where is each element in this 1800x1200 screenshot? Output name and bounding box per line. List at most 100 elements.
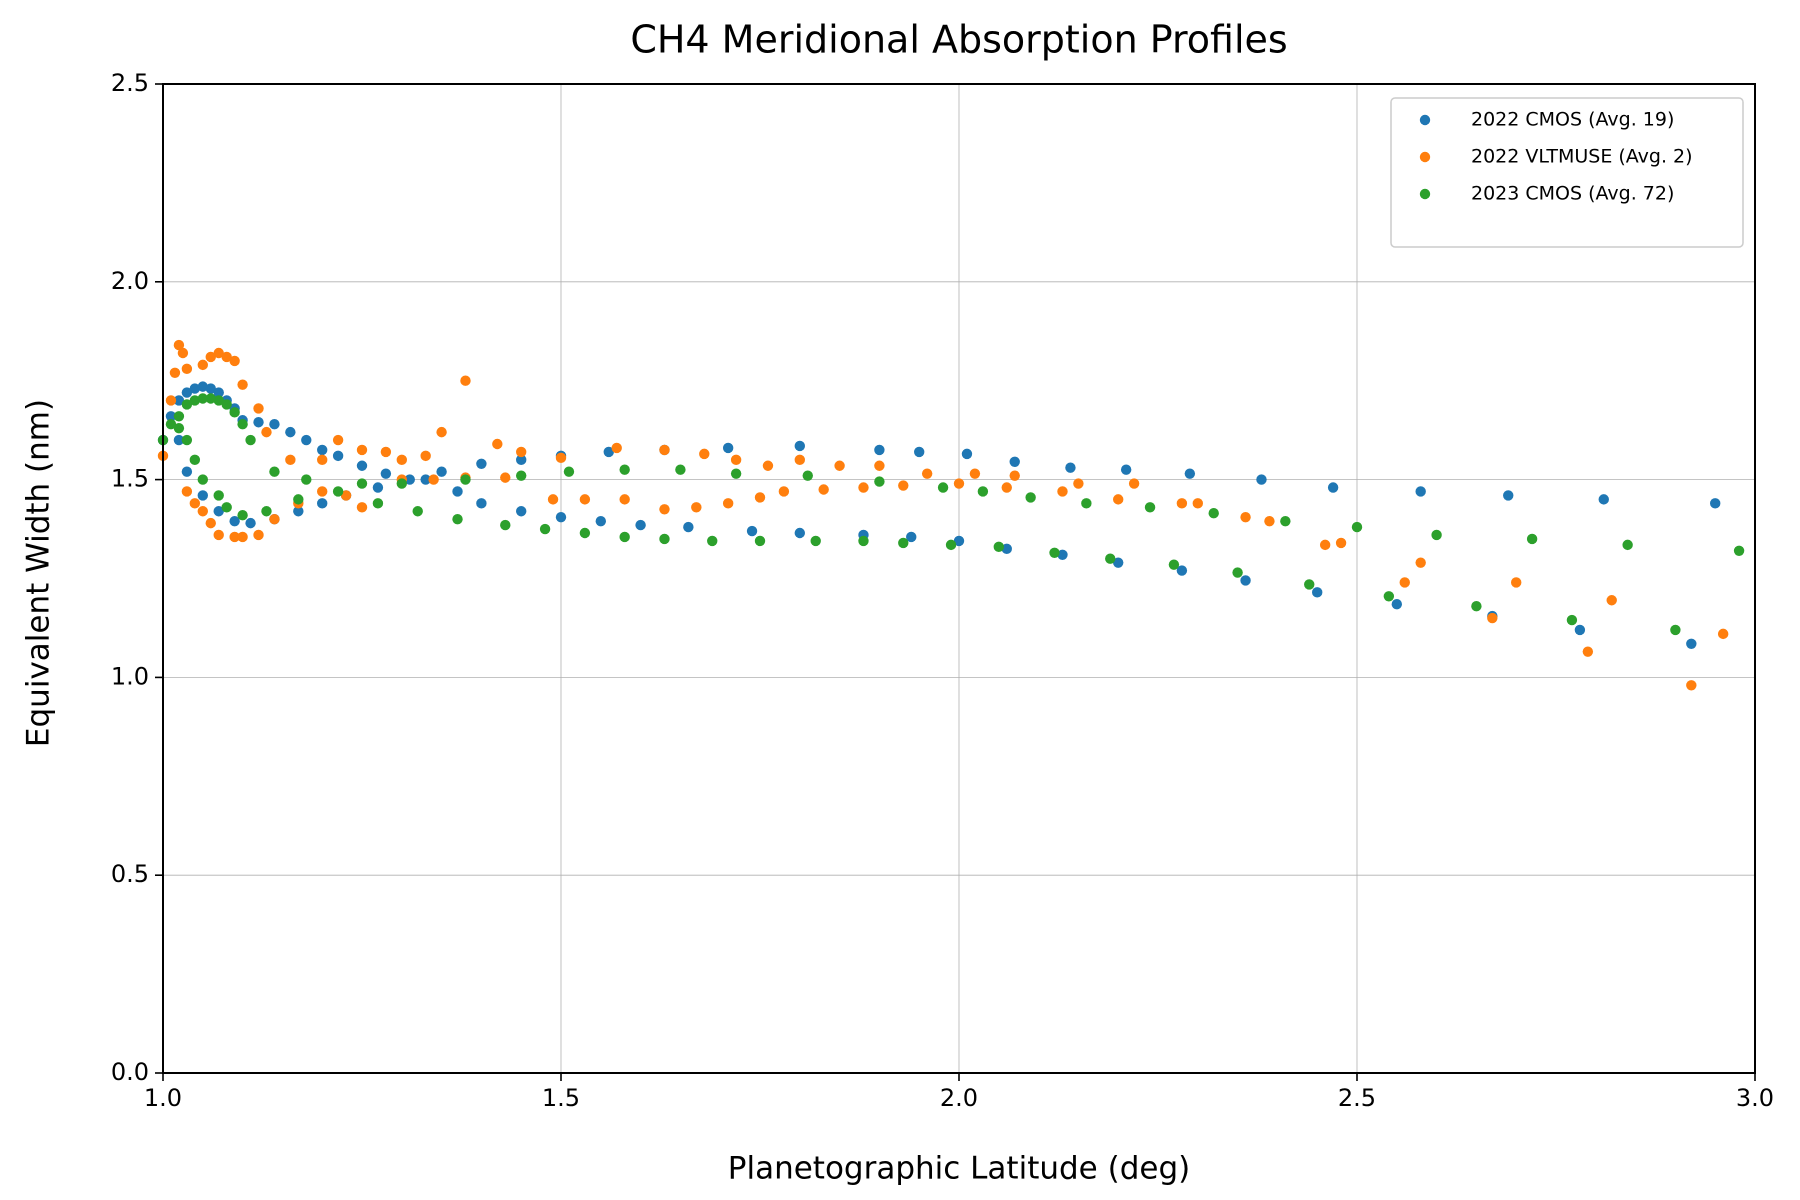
data-point [396, 454, 407, 466]
data-point [1113, 557, 1124, 568]
data-point [261, 426, 272, 438]
data-point [221, 351, 232, 363]
data-point [237, 531, 248, 543]
data-point [1598, 494, 1609, 505]
data-point [810, 535, 821, 547]
data-point [1025, 492, 1036, 503]
data-point [173, 434, 185, 446]
data-point [492, 438, 503, 450]
data-point [372, 482, 384, 493]
data-point [412, 506, 423, 517]
data-point [340, 490, 352, 501]
data-point [189, 454, 201, 466]
data-point [317, 486, 328, 497]
data-point [603, 446, 614, 458]
data-point [1065, 462, 1076, 473]
data-point [858, 482, 869, 493]
data-point [181, 363, 193, 375]
data-point [1049, 547, 1060, 558]
data-point [1168, 559, 1180, 570]
data-point [396, 478, 407, 489]
data-point [169, 367, 181, 378]
data-point [332, 486, 344, 497]
x-tick-label: 1.0 [144, 1084, 182, 1112]
data-point [205, 383, 216, 394]
data-point [906, 531, 917, 543]
data-point [1120, 464, 1132, 475]
data-point [945, 539, 957, 551]
data-point [1415, 486, 1426, 497]
legend-label: 2022 CMOS (Avg. 19) [1471, 109, 1674, 131]
data-point [460, 375, 471, 386]
data-point [285, 426, 296, 438]
data-point [1057, 486, 1068, 497]
data-point [1304, 579, 1315, 590]
data-point [436, 426, 447, 438]
data-point [1009, 456, 1020, 467]
data-point [898, 537, 909, 549]
data-point [1503, 490, 1514, 501]
data-point [420, 450, 431, 462]
data-point [205, 393, 216, 404]
data-point [301, 474, 312, 485]
data-point [1383, 591, 1395, 602]
data-point [197, 490, 208, 501]
data-point [181, 399, 193, 410]
data-point [1256, 474, 1267, 485]
y-tick-label: 1.0 [111, 662, 149, 690]
data-point [691, 502, 702, 513]
data-point [659, 504, 670, 515]
data-point [1081, 498, 1092, 509]
data-point [1471, 600, 1482, 612]
data-point [1009, 470, 1020, 481]
data-point [1574, 624, 1586, 636]
y-tick-label: 1.5 [111, 465, 149, 493]
data-point [914, 446, 925, 458]
data-point [261, 506, 272, 517]
data-point [197, 393, 208, 404]
series-points [157, 339, 1729, 691]
data-point [516, 506, 527, 517]
data-point [778, 486, 790, 497]
data-point [611, 442, 622, 454]
data-point [317, 454, 328, 466]
data-point [1487, 612, 1498, 624]
data-point [165, 395, 177, 406]
data-point [898, 480, 909, 491]
legend-box [1390, 97, 1744, 248]
data-point [675, 464, 686, 475]
data-point [707, 535, 718, 547]
data-point [1176, 498, 1188, 509]
data-point [165, 419, 177, 430]
data-point [380, 468, 392, 479]
legend-marker [1419, 151, 1431, 163]
data-point [173, 339, 185, 351]
data-point [547, 494, 559, 505]
data-point [746, 525, 758, 537]
data-point [189, 395, 201, 406]
data-point [177, 347, 189, 359]
data-point [237, 379, 248, 390]
x-tick-label: 2.0 [940, 1084, 978, 1112]
data-point [356, 444, 368, 456]
x-tick-label: 3.0 [1736, 1084, 1774, 1112]
data-point [476, 498, 487, 509]
data-point [500, 519, 511, 531]
data-point [1280, 515, 1291, 527]
data-point [1319, 539, 1331, 551]
data-point [181, 434, 193, 446]
x-tick-label: 2.5 [1338, 1084, 1376, 1112]
y-tick-label: 0.5 [111, 860, 149, 888]
data-point [332, 450, 344, 462]
legend-marker [1419, 114, 1431, 126]
data-point [356, 478, 368, 489]
data-point [245, 517, 256, 529]
data-point [635, 519, 646, 531]
data-point [269, 466, 280, 477]
data-point [229, 407, 240, 418]
data-point [754, 535, 766, 547]
data-point [317, 498, 328, 509]
legend: 2022 CMOS (Avg. 19) 2022 VLTMUSE (Avg. 2)… [1390, 97, 1744, 248]
data-point [269, 513, 280, 525]
